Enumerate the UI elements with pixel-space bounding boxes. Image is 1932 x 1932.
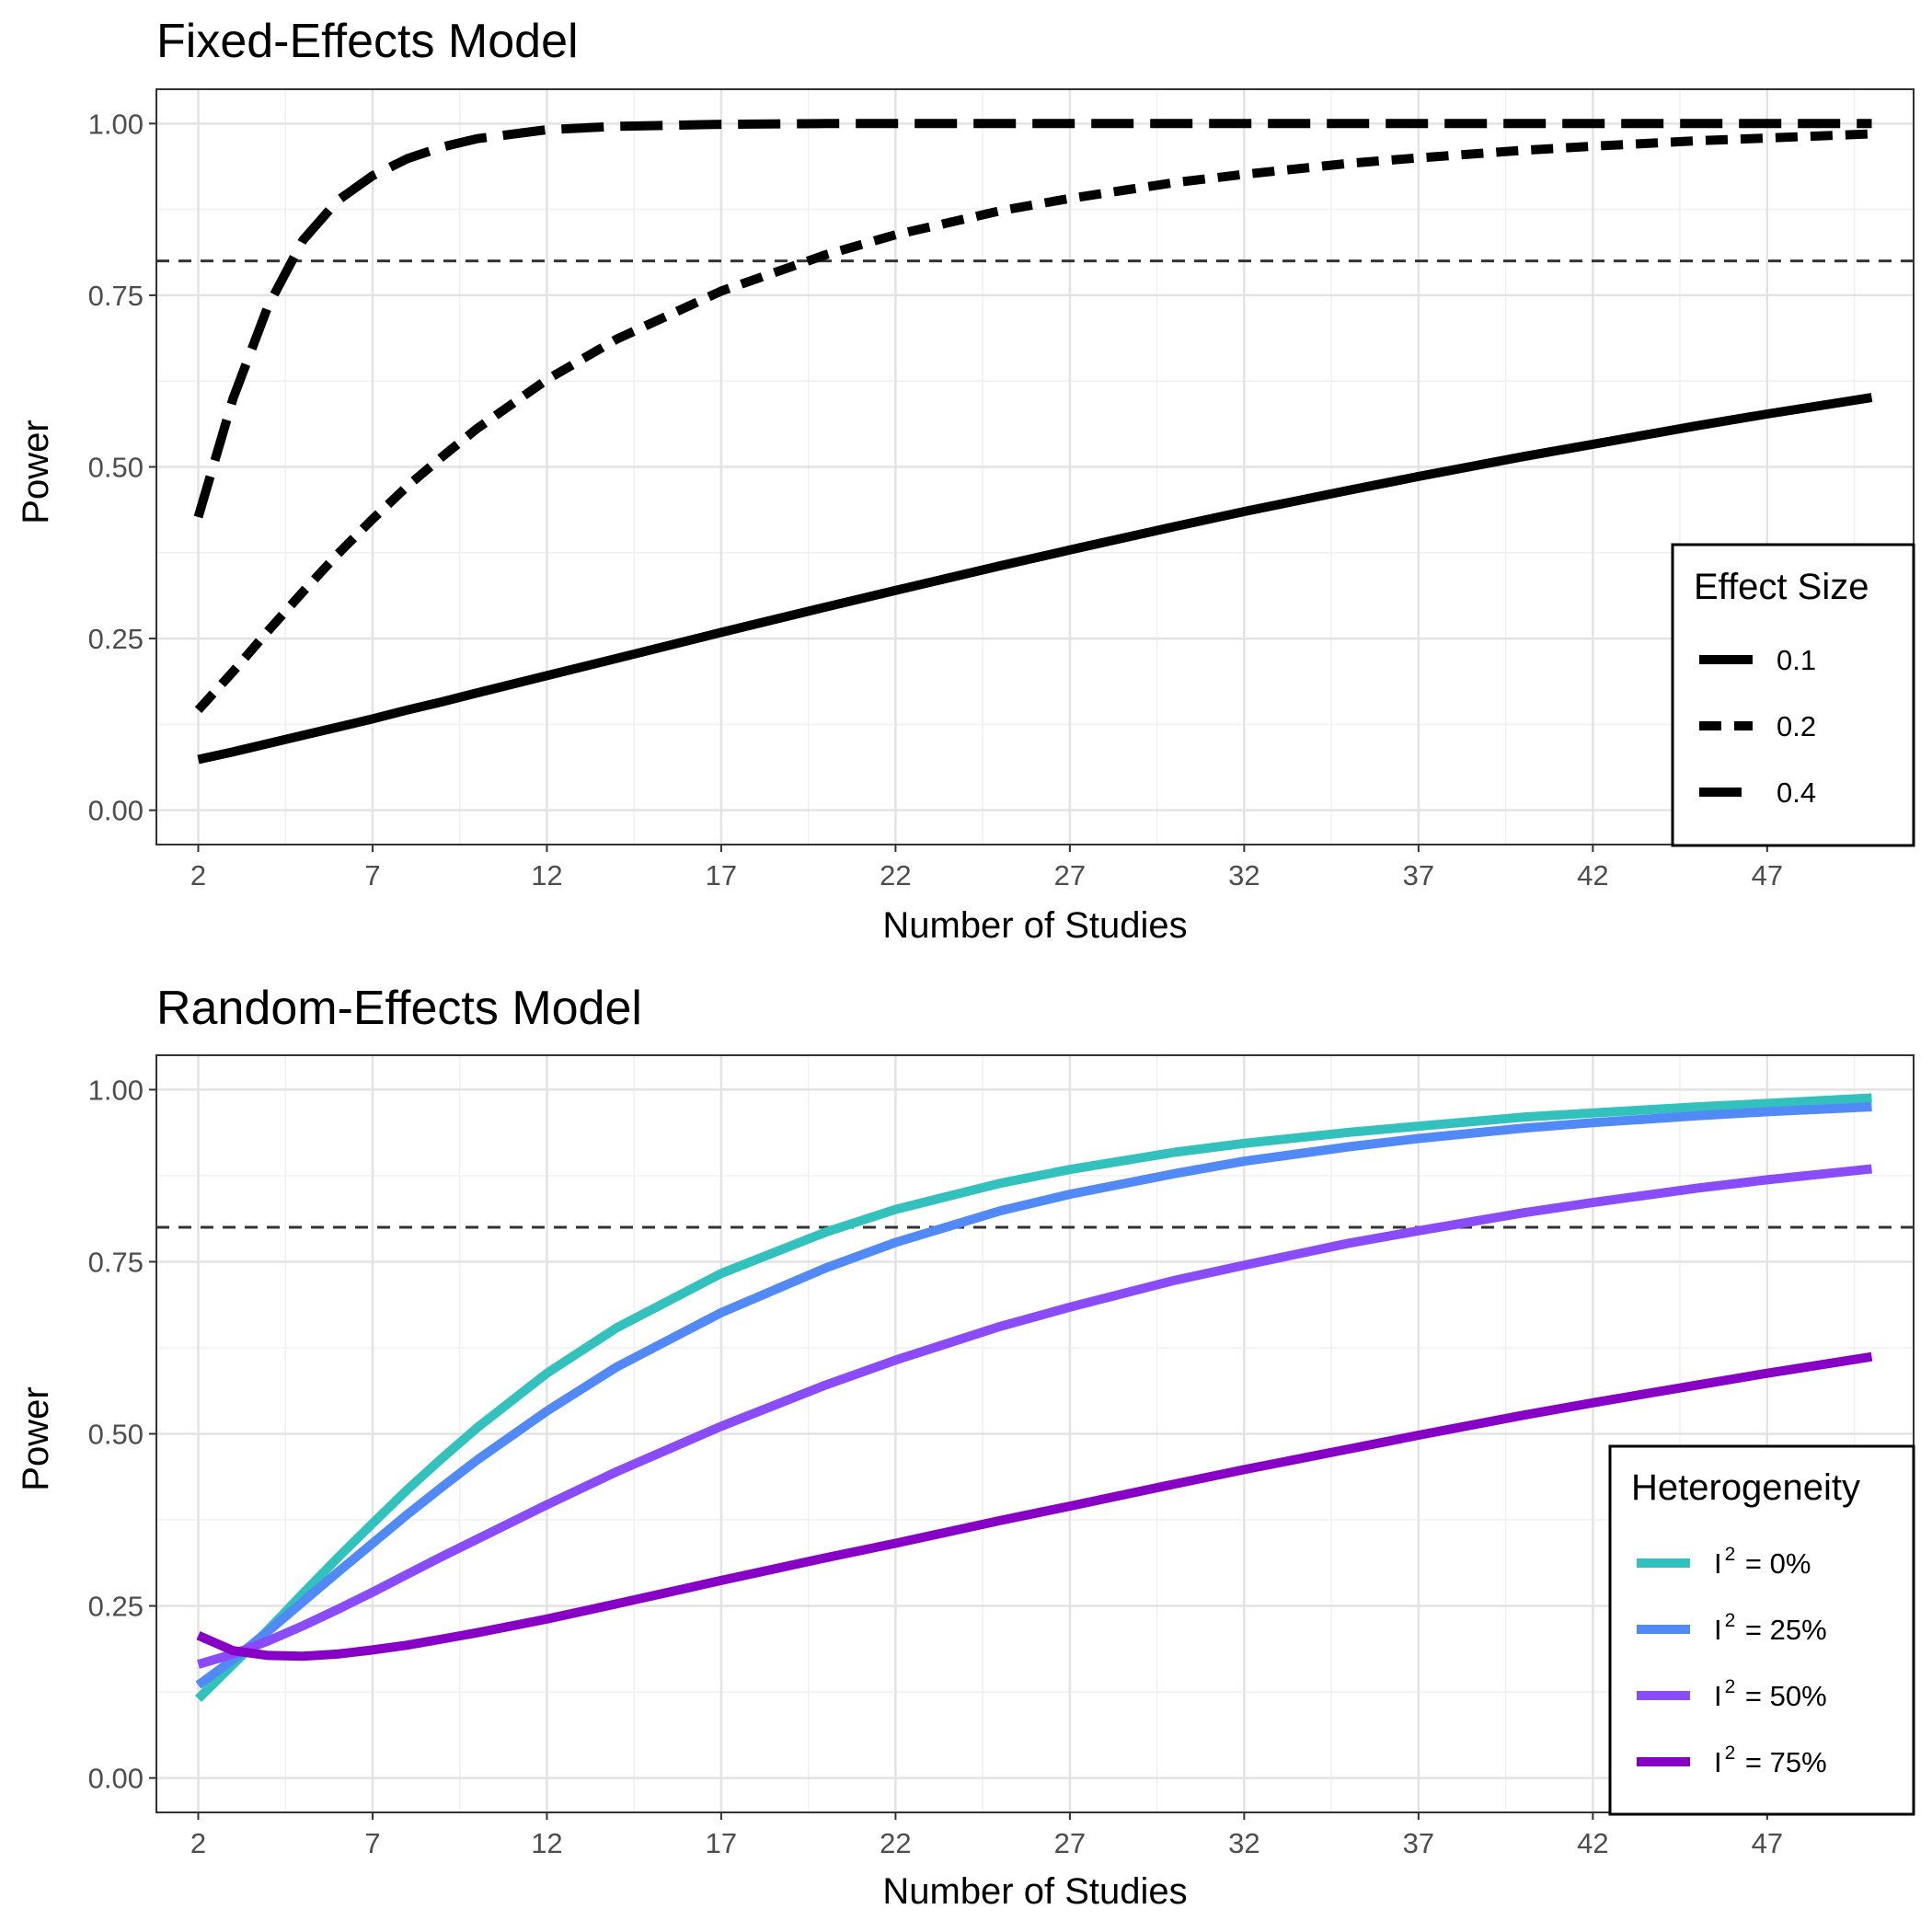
legend-title: Heterogeneity: [1631, 1467, 1860, 1508]
x-tick-label: 7: [364, 1827, 380, 1859]
y-tick-label: 0.00: [88, 1763, 144, 1795]
y-tick-label: 0.50: [88, 452, 144, 484]
series-line-3: [193, 119, 1872, 519]
legend-title: Effect Size: [1694, 567, 1869, 607]
y-tick-label: 1.00: [88, 108, 144, 140]
series-line-2: [195, 1102, 1872, 1689]
series-group: [193, 119, 1873, 765]
series-line-1: [194, 1093, 1872, 1703]
x-tick-label: 47: [1752, 1827, 1783, 1859]
x-tick-label: 7: [364, 859, 380, 891]
x-tick-label: 37: [1403, 859, 1434, 891]
x-axis: 2 7 12 17 22 27 32 37 42 47: [190, 1812, 1783, 1859]
x-tick-label: 32: [1228, 859, 1259, 891]
panel-title: Fixed-Effects Model: [156, 15, 579, 68]
y-tick-label: 0.75: [88, 280, 144, 312]
x-axis: 2 7 12 17 22 27 32 37 42 47: [190, 845, 1783, 891]
fixed-effects-panel: Fixed-Effects Model 0.00 0.25 0.50 0.75 1.00…: [16, 15, 1915, 946]
x-tick-label: 22: [880, 1827, 911, 1859]
x-axis-title: Number of Studies: [882, 1871, 1187, 1912]
panel-title: Random-Effects Model: [156, 982, 642, 1035]
x-tick-label: 17: [706, 1827, 737, 1859]
legend-items: 0.1 0.2 0.4: [1699, 644, 1816, 809]
x-tick-label: 12: [531, 859, 562, 891]
legend: Effect Size 0.1 0.2 0.4: [1671, 543, 1915, 847]
y-axis: 0.00 0.25 0.50 0.75 1.00: [88, 108, 156, 827]
y-tick-label: 0.50: [88, 1419, 144, 1451]
y-tick-label: 0.25: [88, 623, 144, 655]
x-tick-label: 17: [706, 859, 737, 891]
series-line-1: [197, 393, 1873, 765]
x-axis-title: Number of Studies: [882, 905, 1187, 946]
x-tick-label: 22: [880, 859, 911, 891]
grid: [156, 89, 1914, 845]
x-tick-label: 42: [1577, 1827, 1608, 1859]
series-line-2: [194, 129, 1872, 714]
y-axis: 0.00 0.25 0.50 0.75 1.00: [88, 1074, 156, 1795]
legend-label-1: 0.1: [1777, 644, 1816, 676]
x-tick-label: 27: [1054, 1827, 1086, 1859]
x-tick-label: 32: [1228, 1827, 1259, 1859]
x-tick-label: 2: [190, 859, 206, 891]
x-tick-label: 37: [1403, 1827, 1434, 1859]
series-group: [194, 1093, 1873, 1703]
x-tick-label: 27: [1054, 859, 1086, 891]
series-line-3: [197, 1164, 1873, 1669]
series-line-4: [196, 1351, 1873, 1662]
legend-label-3: 0.4: [1777, 776, 1816, 809]
y-tick-label: 0.00: [88, 795, 144, 827]
y-tick-label: 0.75: [88, 1246, 144, 1278]
x-tick-label: 12: [531, 1827, 562, 1859]
y-tick-label: 1.00: [88, 1074, 144, 1106]
x-tick-label: 47: [1752, 859, 1783, 891]
random-effects-panel: Random-Effects Model 0.00 0.25 0.50 0.75 1.0…: [16, 982, 1915, 1912]
x-tick-label: 2: [190, 1827, 206, 1859]
legend-label-2: 0.2: [1777, 710, 1816, 742]
y-tick-label: 0.25: [88, 1591, 144, 1623]
x-tick-label: 42: [1577, 859, 1608, 891]
y-axis-title: Power: [16, 420, 56, 523]
y-axis-title: Power: [16, 1386, 56, 1490]
